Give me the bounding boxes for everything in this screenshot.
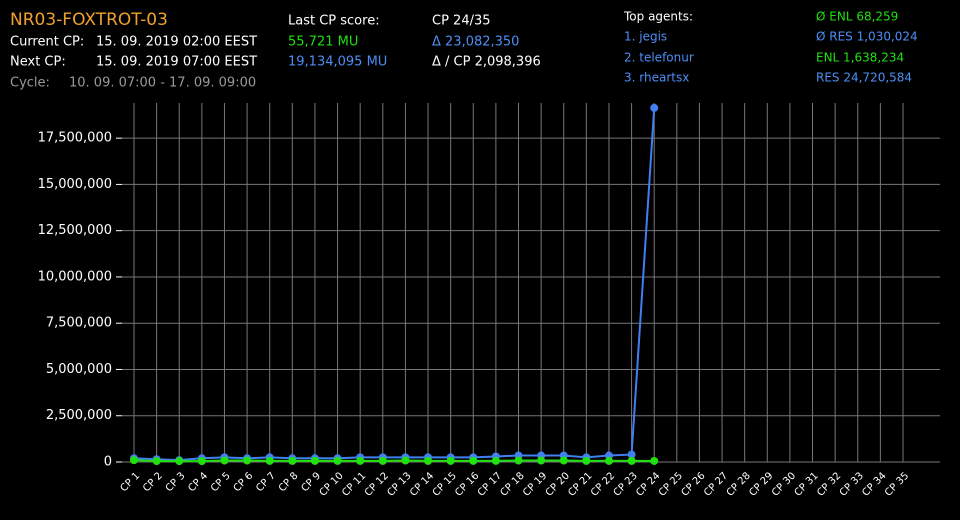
point	[514, 456, 523, 465]
point	[401, 456, 410, 465]
point	[130, 456, 138, 465]
point	[469, 456, 478, 465]
point	[604, 456, 613, 465]
y-tick-label: 15,000,000	[38, 177, 112, 192]
point	[424, 456, 433, 465]
stat: Ø RES 1,030,024	[816, 30, 918, 44]
y-tick-label: 2,500,000	[46, 408, 112, 423]
point	[627, 456, 636, 465]
stat: RES 24,720,584	[816, 71, 912, 85]
label: Last CP score:	[288, 14, 380, 29]
agent: 1. jegis	[624, 30, 667, 44]
agent: 2. telefonur	[624, 51, 694, 65]
value: 15. 09. 2019 02:00 EEST	[96, 35, 257, 50]
point	[627, 450, 636, 459]
value: 15. 09. 2019 07:00 EEST	[96, 55, 257, 70]
y-tick-label: 17,500,000	[38, 131, 112, 146]
point	[650, 103, 659, 112]
agent: 3. rheartsx	[624, 71, 689, 85]
y-tick-label: 5,000,000	[46, 362, 112, 377]
label: Top agents:	[623, 10, 693, 24]
point	[582, 456, 591, 465]
point	[537, 456, 546, 465]
label: Current CP:	[10, 35, 84, 50]
label: Cycle:	[10, 76, 50, 91]
point	[559, 456, 568, 465]
value: CP 24/35	[432, 14, 491, 29]
point	[491, 456, 500, 465]
point	[243, 456, 252, 465]
point	[152, 457, 161, 466]
point	[310, 456, 319, 465]
y-tick-label: 12,500,000	[38, 223, 112, 238]
point	[356, 456, 365, 465]
value: 19,134,095 MU	[288, 55, 387, 70]
stat: ENL 1,638,234	[816, 51, 904, 65]
value: 10. 09. 07:00 - 17. 09. 09:00	[69, 76, 256, 91]
point	[288, 456, 297, 465]
y-tick-label: 7,500,000	[46, 316, 112, 331]
point	[265, 456, 274, 465]
y-tick-label: 10,000,000	[38, 269, 112, 284]
stat: Ø ENL 68,259	[816, 10, 898, 24]
point	[333, 456, 342, 465]
value: Δ / CP 2,098,396	[432, 55, 541, 70]
series-line	[133, 459, 655, 463]
y-tick-label: 0	[104, 455, 112, 470]
point	[175, 457, 184, 466]
value: 55,721 MU	[288, 35, 358, 50]
label: Next CP:	[10, 55, 66, 70]
point	[446, 456, 455, 465]
point	[197, 457, 206, 466]
point	[220, 456, 229, 465]
point	[378, 456, 387, 465]
value: Δ 23,082,350	[432, 35, 519, 50]
point	[650, 456, 659, 465]
title: NR03-FOXTROT-03	[10, 10, 168, 30]
